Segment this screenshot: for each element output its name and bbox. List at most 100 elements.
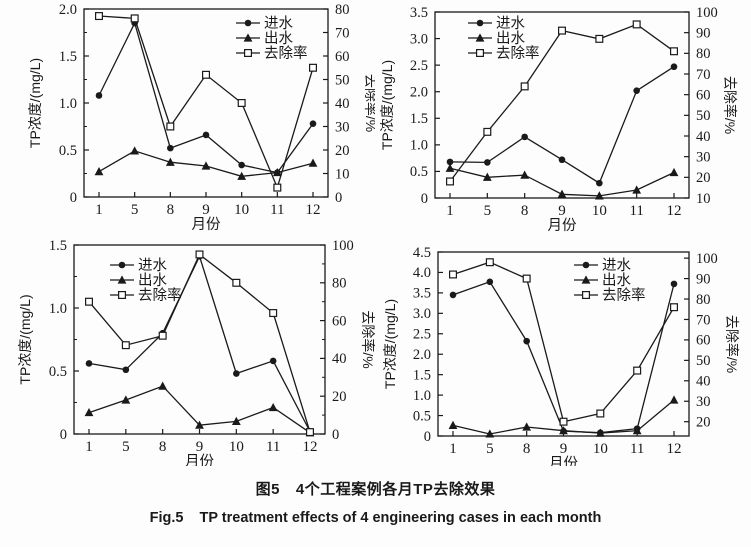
caption-zh-prefix: 图5 xyxy=(255,481,280,498)
y-left-tick-label: 2.5 xyxy=(410,58,428,74)
y-right-tick-label: 10 xyxy=(335,166,350,182)
y-left-tick-label: 0.5 xyxy=(413,408,431,424)
caption-zh-text: 4个工程案例各月TP去除效果 xyxy=(295,481,496,498)
y-right-tick-label: 0 xyxy=(335,190,342,206)
x-tick-label: 10 xyxy=(592,203,607,219)
data-point-effluent xyxy=(231,416,241,425)
y-right-tick-label: 30 xyxy=(335,119,350,135)
chart-case3-svg: 0 0.5 1.0 1.5 0 20 40 60 80 100 1 5 8 9 10 11 12 月份 TP浓度/(… xyxy=(17,238,375,466)
data-point-effluent xyxy=(84,407,94,417)
chart-case4-svg: 0 0.5 1.0 1.5 2.0 2.5 3.0 3.5 4.0 4.5 20 30 40 50 60 70… xyxy=(382,245,740,466)
y-left-tick-label: 2.0 xyxy=(59,2,77,18)
caption-en: Fig.5 TP treatment effects of 4 engineeri… xyxy=(0,510,751,526)
x-tick-label: 8 xyxy=(521,203,529,219)
y-left-tick-label: 1.5 xyxy=(410,111,428,127)
y-left-tick-label: 3.0 xyxy=(410,31,428,47)
data-point-influent xyxy=(309,120,317,127)
legend-label-effluent: 出水 xyxy=(138,272,167,289)
x-tick-label: 10 xyxy=(234,202,249,218)
data-point-influent xyxy=(122,366,130,374)
data-point-effluent xyxy=(130,146,140,155)
series-line-removal-rate xyxy=(452,261,675,423)
legend-marker-removal-rate xyxy=(244,48,253,57)
data-point-effluent xyxy=(669,167,679,177)
data-point-effluent xyxy=(445,163,455,172)
y-right-tick-label: 90 xyxy=(696,25,711,41)
legend-marker-influent xyxy=(244,19,252,27)
x-tick-label: 10 xyxy=(593,441,608,457)
y-left-tick-label: 0 xyxy=(70,190,77,206)
chart-case1-svg: 0 0.5 1.0 1.5 2.0 0 10 20 30 40 50 60 70 80 1 5 8 9 10 11 12… xyxy=(27,2,375,232)
data-point-effluent xyxy=(669,395,679,404)
y-right-tick-label: 10 xyxy=(696,191,711,207)
y-left-tick-label: 2.0 xyxy=(410,85,428,101)
x-tick-label: 12 xyxy=(306,202,321,218)
x-tick-label: 12 xyxy=(303,439,318,455)
data-point-effluent xyxy=(522,422,532,431)
y-axis-left-label: TP浓度/(mg/L) xyxy=(17,294,33,384)
data-point-effluent xyxy=(559,426,568,435)
y-right-tick-label: 40 xyxy=(696,129,711,145)
x-tick-label: 1 xyxy=(449,441,457,457)
y-axis-right-label: 去除率/% xyxy=(363,74,375,132)
y-right-tick-label: 100 xyxy=(696,251,718,267)
legend-label-effluent: 出水 xyxy=(496,30,525,47)
y-left-tick-label: 0 xyxy=(60,427,67,443)
legend-marker-influent xyxy=(476,19,484,27)
data-point-effluent xyxy=(632,185,642,194)
y-axis-left-label: TP浓度/(mg/L) xyxy=(382,299,398,389)
y-left-tick-label: 1.5 xyxy=(59,49,77,65)
legend-label-effluent: 出水 xyxy=(602,272,631,289)
legend-label-effluent: 出水 xyxy=(264,30,293,47)
data-point-influent xyxy=(85,360,93,367)
y-right-tick-label: 50 xyxy=(696,108,711,124)
data-point-influent xyxy=(233,370,240,377)
y-left-tick-label: 0 xyxy=(424,429,431,445)
data-point-removal-rate xyxy=(559,417,568,426)
data-point-removal-rate xyxy=(94,12,103,21)
legend-marker-effluent xyxy=(581,275,591,284)
legend-label-influent: 进水 xyxy=(602,257,631,274)
y-axis-right-label: 去除率/% xyxy=(722,76,738,134)
x-tick-label: 1 xyxy=(446,203,454,219)
data-point-removal-rate xyxy=(84,297,93,306)
data-point-removal-rate xyxy=(522,274,531,283)
x-tick-label: 10 xyxy=(229,439,244,455)
x-tick-label: 11 xyxy=(270,202,284,218)
y-right-tick-label: 30 xyxy=(696,394,711,410)
x-axis-label: 月份 xyxy=(549,455,578,466)
y-right-tick-label: 70 xyxy=(696,312,711,328)
y-right-tick-label: 20 xyxy=(696,414,711,430)
data-point-removal-rate xyxy=(232,278,241,287)
y-right-tick-label: 50 xyxy=(696,353,711,369)
y-left-tick-label: 1.0 xyxy=(59,96,77,112)
data-point-removal-rate xyxy=(445,177,454,186)
y-right-tick-label: 40 xyxy=(696,374,711,390)
legend-marker-influent xyxy=(582,261,590,269)
data-point-effluent xyxy=(482,172,492,181)
data-point-removal-rate xyxy=(448,270,457,279)
chart-case4: 0 0.5 1.0 1.5 2.0 2.5 3.0 3.5 4.0 4.5 20 30 40 50 60 70… xyxy=(376,232,751,466)
y-axis-right-label: 去除率/% xyxy=(724,315,740,373)
plot-frame xyxy=(434,11,690,199)
chart-case2-svg: 0 0.5 1.0 1.5 2.0 2.5 3.0 3.5 10 20 30 40 50 60 70 80 90… xyxy=(379,5,738,232)
chart-case1: 0 0.5 1.0 1.5 2.0 0 10 20 30 40 50 60 70 80 1 5 8 9 10 11 12… xyxy=(0,0,375,232)
legend-label-removal-rate: 去除率 xyxy=(496,45,540,62)
y-left-tick-label: 0.5 xyxy=(49,364,67,380)
series-line-influent xyxy=(452,281,675,434)
y-axis-left-label: TP浓度/(mg/L) xyxy=(27,58,43,148)
y-right-tick-label: 80 xyxy=(696,46,711,62)
data-point-removal-rate xyxy=(520,82,529,91)
data-point-influent xyxy=(446,158,454,166)
data-point-effluent xyxy=(485,429,495,438)
data-point-influent xyxy=(521,133,528,141)
data-point-influent xyxy=(269,357,277,365)
series-line-influent xyxy=(449,66,675,185)
y-right-tick-label: 20 xyxy=(335,143,350,159)
y-left-tick-label: 0 xyxy=(421,191,428,207)
data-point-removal-rate xyxy=(596,409,605,418)
y-left-tick-label: 3.0 xyxy=(413,306,431,322)
